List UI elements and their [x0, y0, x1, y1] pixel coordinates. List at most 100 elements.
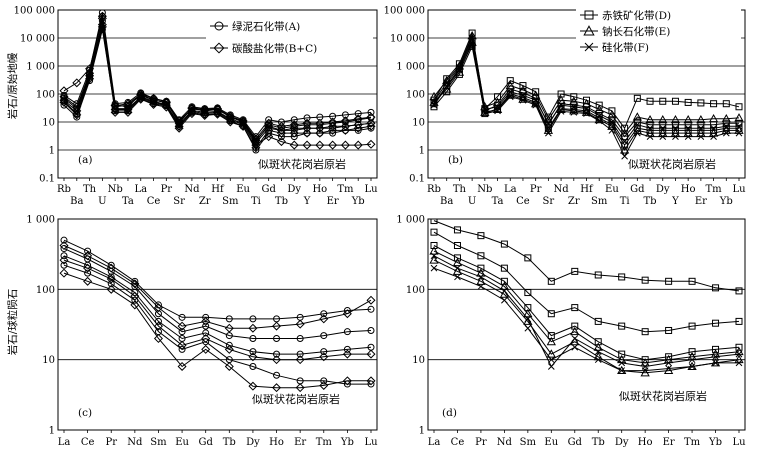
series-group [429, 219, 744, 377]
data-point [583, 105, 590, 112]
x-tick-label: Yb [351, 196, 365, 207]
x-tick-label: Tb [592, 437, 605, 448]
data-point [106, 263, 116, 273]
series-group [429, 29, 744, 160]
data-point [98, 10, 106, 17]
panel-label: (c) [78, 407, 92, 419]
data-point [722, 124, 730, 132]
legend-marker [584, 10, 594, 20]
data-point [594, 356, 602, 364]
data-point [665, 365, 672, 372]
data-point [295, 383, 305, 393]
data-point [735, 103, 743, 111]
x-tick-label: Tm [684, 437, 701, 448]
x-tick-label: Rb [427, 184, 441, 195]
x-tick-label: Sm [150, 437, 167, 448]
panel-label: (b) [448, 154, 463, 166]
data-point [248, 352, 258, 362]
data-point [303, 114, 311, 122]
data-point [646, 133, 654, 140]
data-point [177, 361, 187, 371]
data-point [712, 353, 719, 361]
data-point [524, 254, 532, 262]
data-point [200, 105, 210, 115]
data-point [354, 126, 362, 134]
data-point [735, 317, 743, 325]
x-tick-label: Yb [340, 437, 354, 448]
data-point [570, 326, 580, 336]
x-tick-label: Ce [147, 196, 161, 207]
series-line [63, 248, 372, 339]
x-tick-label: Ba [440, 196, 453, 207]
legend-label: 绿泥石化带(A) [232, 20, 300, 33]
data-point [276, 128, 286, 138]
data-point [84, 247, 92, 255]
panel-a: 0.1 1 10 100 1 000 10 000 100 000 RbBaThUNbTaLa… [14, 6, 378, 208]
x-tick-label: Th [453, 184, 467, 195]
data-point [594, 271, 602, 279]
data-point [60, 236, 68, 244]
data-point [477, 283, 485, 290]
data-point [83, 263, 93, 273]
series-line [433, 220, 740, 292]
data-point [342, 309, 352, 319]
data-point [367, 305, 375, 313]
data-point [546, 349, 556, 358]
y-tick-label: 1 000 [396, 215, 425, 226]
x-tick-label: Lu [364, 184, 378, 195]
x-tick-label: Y [303, 196, 311, 207]
x-tick-label: Ti [620, 196, 630, 207]
data-point [545, 119, 552, 127]
data-point [249, 362, 257, 370]
data-point [110, 107, 120, 117]
y-tick-label: 1 [49, 426, 55, 437]
data-point [621, 152, 628, 160]
data-point [366, 139, 376, 149]
data-point [608, 107, 616, 115]
data-point [477, 232, 485, 240]
data-point [570, 109, 578, 116]
data-point [272, 383, 282, 393]
data-point [547, 310, 555, 318]
data-point [499, 281, 510, 290]
data-point [453, 241, 461, 249]
data-point [476, 276, 486, 285]
data-point [595, 101, 603, 109]
data-point [646, 97, 654, 105]
series-line [433, 255, 740, 368]
data-point [302, 140, 312, 150]
plot-frame [57, 218, 378, 431]
data-point [547, 356, 555, 364]
data-point [556, 95, 566, 104]
data-point [670, 114, 681, 124]
data-point [224, 361, 234, 371]
x-tick-label: La [58, 437, 71, 448]
y-tick-label: 1 [49, 146, 55, 157]
series-line [63, 259, 371, 361]
legend-label: 碳酸盐化带(B+C) [232, 42, 317, 55]
data-point [343, 328, 351, 336]
x-tick-label: Yb [708, 437, 722, 448]
x-tick-label: Dy [287, 184, 301, 195]
plot-frame [427, 218, 746, 431]
data-point [202, 322, 210, 330]
data-point [735, 287, 743, 295]
data-point [340, 125, 350, 135]
data-point [289, 128, 299, 138]
x-tick-label: Tb [644, 196, 657, 207]
x-tick-label: Ho [681, 184, 696, 195]
data-point [302, 123, 312, 133]
x-tick-label: Hf [580, 184, 594, 195]
data-point [224, 344, 234, 354]
data-point [683, 114, 693, 124]
data-point [290, 133, 298, 141]
data-point [107, 273, 115, 281]
data-point [320, 310, 328, 318]
data-point [130, 300, 140, 310]
x-tick-label: Tm [706, 184, 723, 195]
data-point [110, 104, 120, 114]
y-tick-label: 0.1 [409, 174, 425, 185]
data-point [342, 376, 352, 386]
data-point [734, 113, 744, 122]
